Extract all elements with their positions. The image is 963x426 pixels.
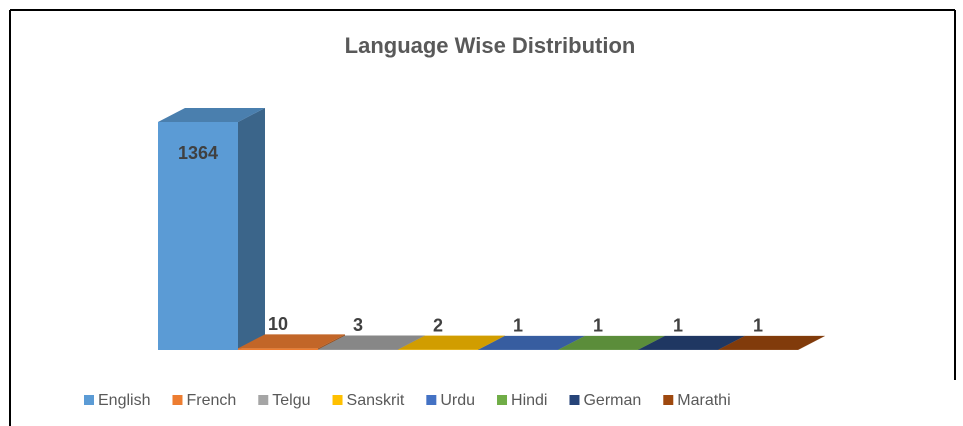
bar xyxy=(158,108,265,350)
bar-top xyxy=(158,108,265,122)
bar-top xyxy=(478,335,585,350)
legend-swatch xyxy=(332,395,343,405)
bar-top xyxy=(558,335,665,350)
bar-top xyxy=(318,335,425,350)
legend-label: French xyxy=(186,392,236,409)
legend-swatch xyxy=(172,395,183,405)
legend-swatch xyxy=(426,395,437,405)
bar-top-shade xyxy=(318,335,425,350)
bar-front xyxy=(238,348,318,350)
bar-top-shade xyxy=(718,335,825,350)
bar-side xyxy=(798,335,825,350)
bar-side-shade xyxy=(798,335,825,350)
data-label: 1 xyxy=(513,316,523,336)
data-label: 1 xyxy=(753,316,763,336)
bar-top xyxy=(238,334,345,349)
legend-label: English xyxy=(98,392,150,409)
bar-front xyxy=(158,122,238,350)
bar-top xyxy=(638,335,745,350)
bar-top xyxy=(398,335,505,350)
bar-top-shade xyxy=(558,335,665,350)
legend-swatch xyxy=(258,395,269,405)
data-label: 10 xyxy=(268,314,288,334)
bar-top-shade xyxy=(158,108,265,122)
data-label: 1 xyxy=(673,316,683,336)
legend-swatch xyxy=(84,395,94,405)
bar-side-shade xyxy=(238,108,265,350)
legend-label: Urdu xyxy=(440,392,475,409)
data-label: 2 xyxy=(433,315,443,335)
bar-top-shade xyxy=(398,335,505,350)
bar-top-shade xyxy=(638,335,745,350)
legend-label: Hindi xyxy=(511,392,547,409)
data-label: 3 xyxy=(353,315,363,335)
legend-label: Marathi xyxy=(677,392,730,409)
data-label: 1 xyxy=(593,316,603,336)
legend-swatch xyxy=(663,395,674,405)
bar-top-shade xyxy=(238,334,345,349)
bar xyxy=(718,335,825,350)
legend-label: German xyxy=(583,392,641,409)
bar-top-shade xyxy=(478,335,585,350)
bar-top xyxy=(718,335,825,350)
bar-front xyxy=(318,349,398,350)
bar-side xyxy=(238,108,265,350)
chart-title: Language Wise Distribution xyxy=(345,33,636,58)
legend-label: Sanskrit xyxy=(347,392,405,409)
bar xyxy=(398,335,505,350)
legend-swatch xyxy=(569,395,580,405)
legend-swatch xyxy=(497,395,508,405)
data-label: 1364 xyxy=(178,143,218,163)
legend-label: Telgu xyxy=(272,392,310,409)
